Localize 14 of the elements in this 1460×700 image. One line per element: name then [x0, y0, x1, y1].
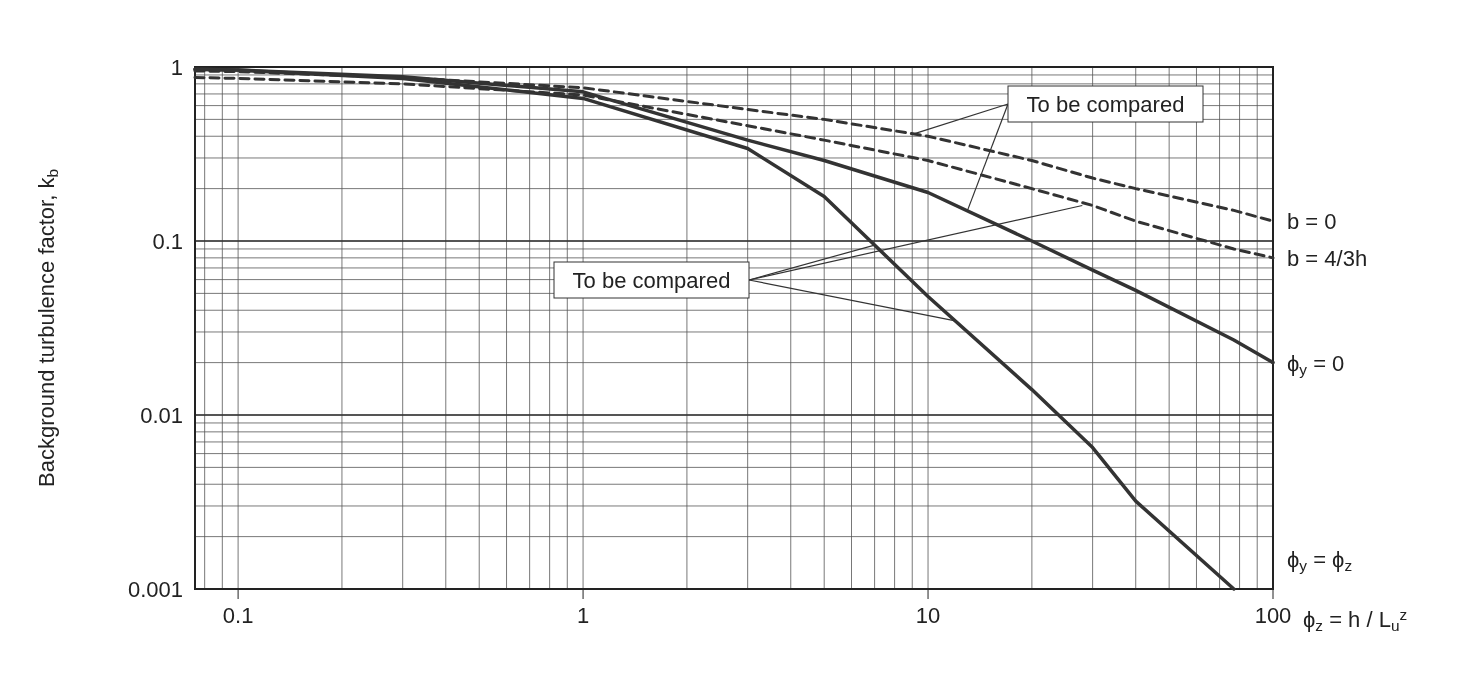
- y-tick-label: 1: [170, 55, 183, 80]
- annotation: To be compared: [1026, 92, 1185, 117]
- y-tick-label: 0.01: [140, 403, 183, 428]
- x-tick-label: 1: [576, 603, 590, 628]
- x-tick-label: 10: [915, 603, 941, 628]
- series-label: ϕ$_{y}$ = 0: [1287, 350, 1345, 378]
- y-tick-label: 0.1: [152, 229, 183, 254]
- series-label: b = 0: [1287, 209, 1337, 235]
- annotation: To be compared: [572, 268, 731, 293]
- y-tick-label: 0.001: [127, 577, 183, 602]
- series-label: b = 4/3h: [1287, 245, 1368, 271]
- text: ϕ$_{y}$ = ϕ$_{z}$: [1287, 547, 1353, 574]
- x-tick-label: 0.1: [222, 603, 254, 628]
- x-tick-label: 100: [1254, 603, 1292, 628]
